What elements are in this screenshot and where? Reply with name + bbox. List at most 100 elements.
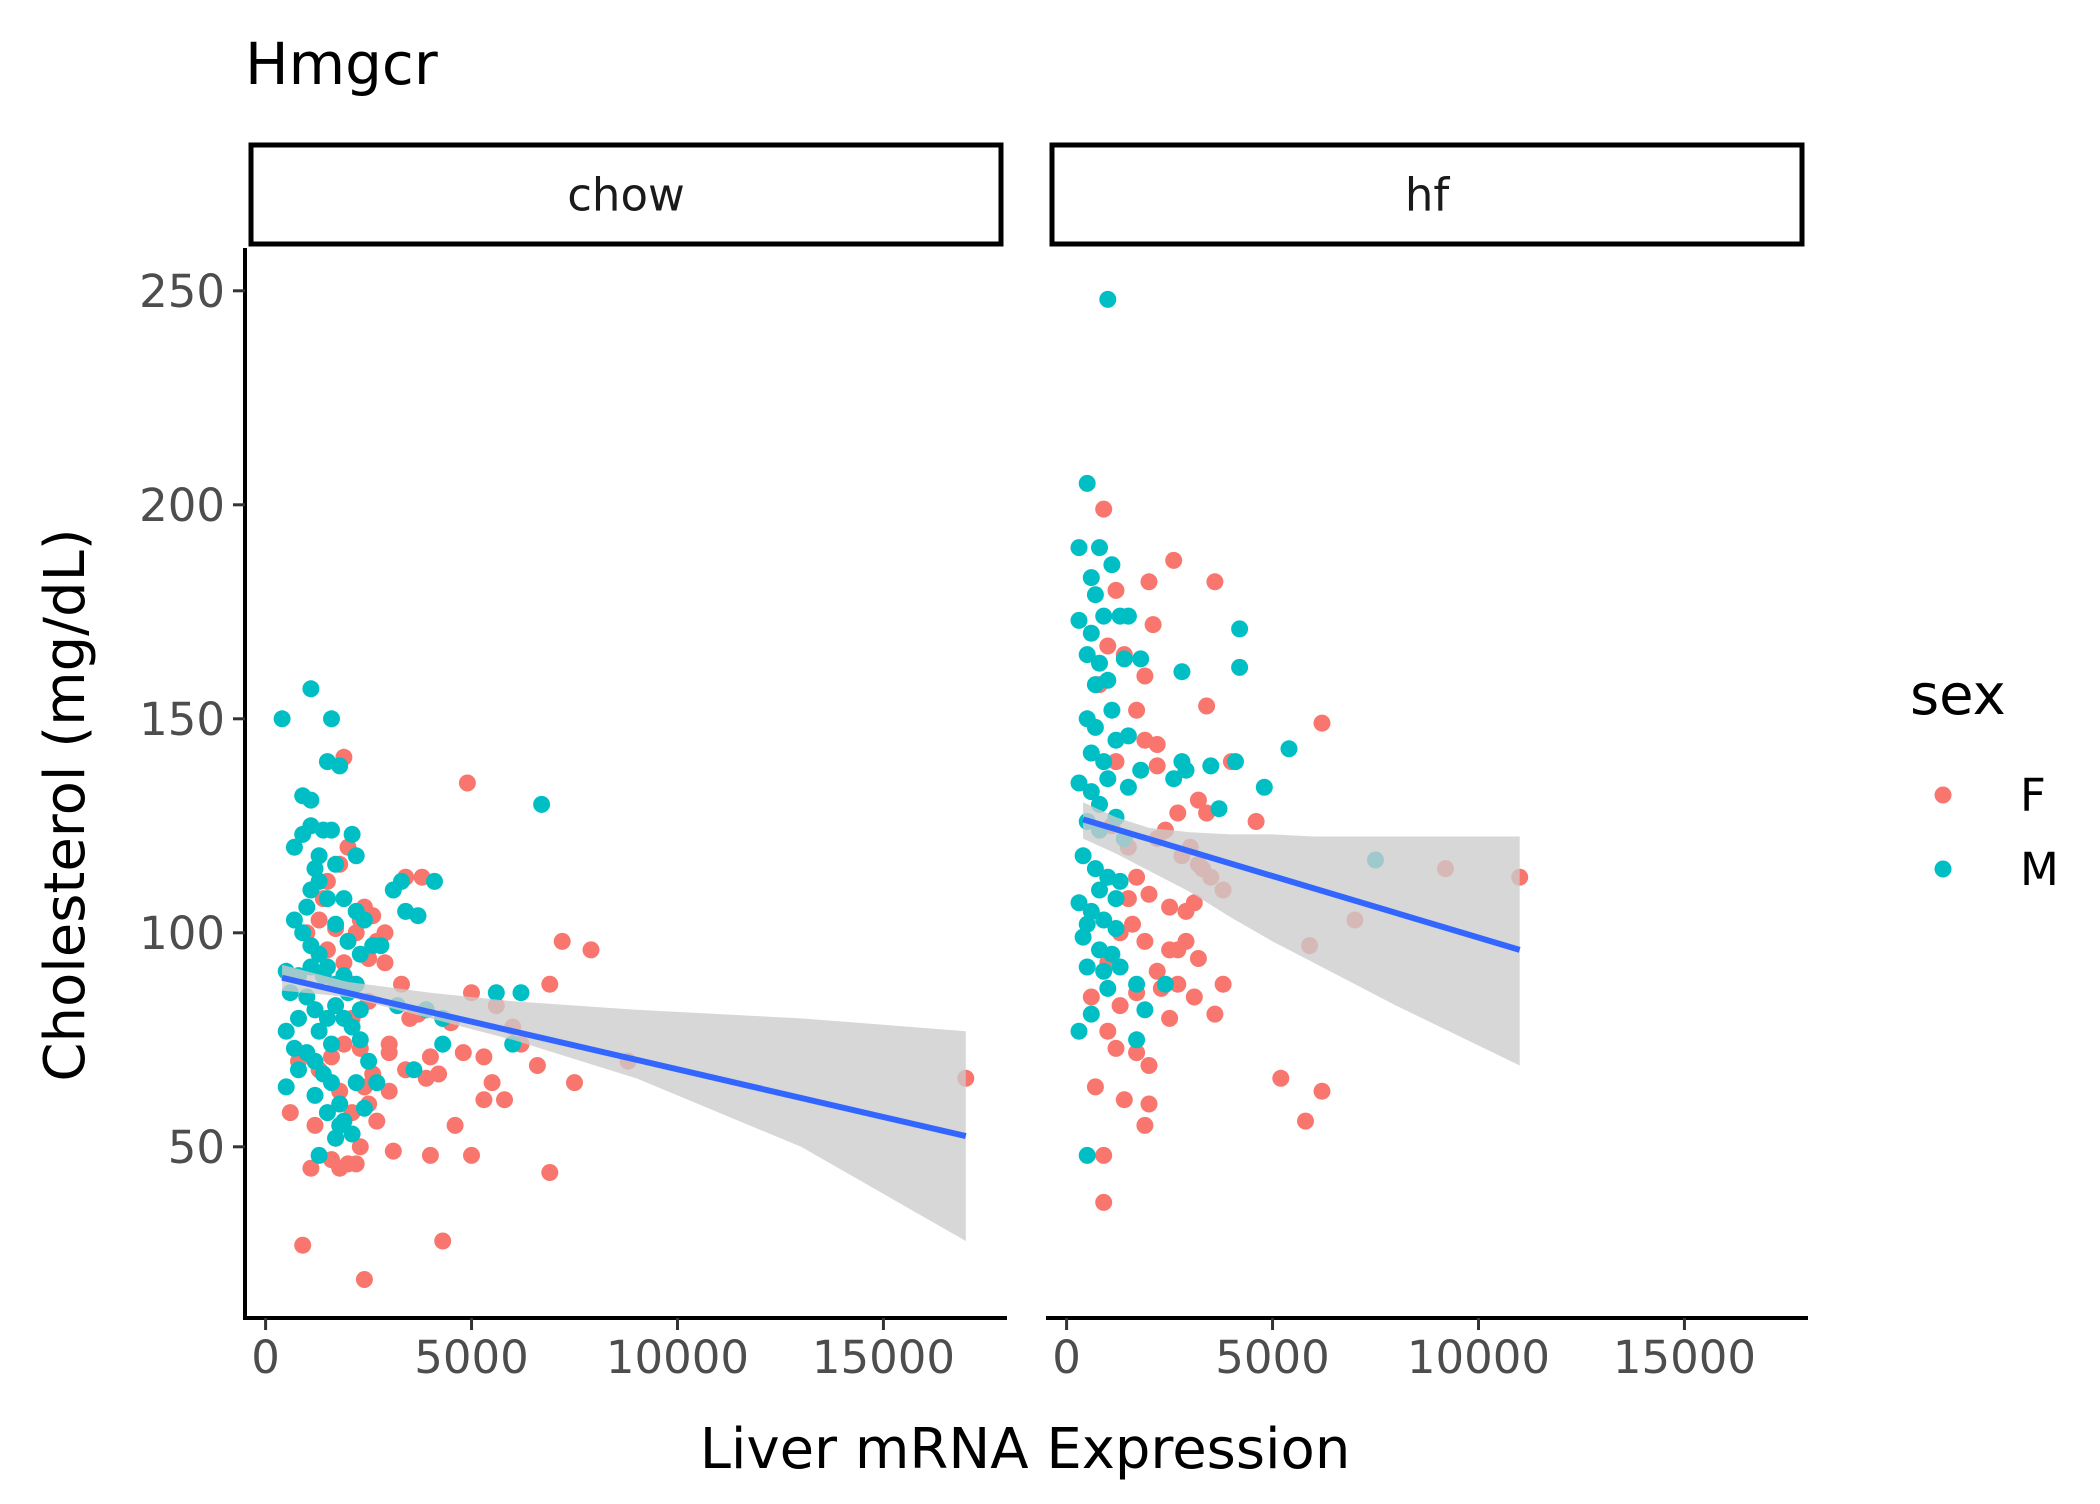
data-point [1165, 770, 1183, 788]
data-point [306, 860, 324, 878]
data-point [323, 1074, 340, 1092]
y-tick-label: 250 [139, 265, 225, 318]
data-point [1082, 624, 1100, 642]
legend-title: sex [1910, 663, 2006, 728]
data-point [1115, 650, 1133, 668]
data-point [1095, 962, 1113, 980]
data-point [331, 757, 349, 775]
data-point [298, 898, 316, 916]
data-point [1111, 872, 1129, 890]
data-point [1099, 770, 1117, 788]
data-point [360, 1052, 378, 1070]
x-tick-label: 0 [1052, 1331, 1081, 1384]
data-point [1078, 474, 1096, 492]
data-point [1136, 932, 1154, 950]
data-point [1086, 586, 1104, 604]
data-point [1210, 800, 1228, 818]
data-point [327, 855, 345, 873]
data-point [380, 1044, 398, 1062]
data-point [277, 1078, 295, 1096]
data-point [1140, 1095, 1158, 1113]
legend-key-F [1934, 786, 1952, 804]
data-point [1136, 1001, 1154, 1019]
data-point [1161, 898, 1179, 916]
data-point [430, 1065, 448, 1083]
chart-title: Hmgcr [245, 30, 438, 98]
data-point [1070, 1022, 1088, 1040]
data-point [397, 902, 415, 920]
data-point [285, 911, 303, 929]
data-point [351, 1138, 369, 1156]
x-tick-label: 5000 [414, 1331, 529, 1384]
data-point [1177, 761, 1195, 779]
data-point [553, 932, 571, 950]
data-point [1091, 654, 1108, 672]
data-point [1140, 885, 1158, 903]
data-point [1247, 813, 1265, 830]
data-point [1132, 761, 1150, 779]
data-point [1070, 611, 1088, 629]
confidence-ribbon [282, 964, 966, 1241]
data-point [285, 838, 303, 856]
data-point [323, 1048, 340, 1066]
facet-strip [1049, 142, 1805, 247]
data-point [1082, 569, 1100, 587]
data-point [1231, 658, 1249, 676]
legend-label-F: F [2020, 769, 2046, 822]
data-point [1082, 1005, 1100, 1023]
data-point [368, 1074, 386, 1092]
data-point [1078, 646, 1096, 664]
legend-label-M: M [2020, 843, 2059, 896]
data-point [323, 1035, 340, 1053]
data-point [368, 1112, 386, 1130]
facet-strip [248, 142, 1004, 247]
data-point [327, 1129, 345, 1147]
y-tick-label: 150 [139, 693, 225, 746]
data-point [339, 1155, 357, 1173]
data-point [1128, 1031, 1146, 1049]
data-point [1070, 774, 1088, 792]
x-tick-label: 15000 [812, 1331, 955, 1384]
data-point [302, 1159, 320, 1177]
panel-hf: hf 0 5000 10000 15000 [1046, 142, 1808, 1384]
data-point [1082, 902, 1100, 920]
y-tick-label: 50 [168, 1121, 225, 1174]
data-point [347, 1074, 365, 1092]
data-point [1111, 997, 1129, 1015]
data-point [1169, 975, 1187, 993]
data-point [1074, 928, 1092, 946]
panels: chow 0 5000 10000 15000 hf 0 5000 10000 15000 [245, 142, 1808, 1384]
data-point [306, 1116, 324, 1134]
data-point [1161, 941, 1179, 959]
data-point [483, 1074, 501, 1092]
data-point [454, 1044, 472, 1062]
panel-chow: chow 0 5000 10000 15000 [245, 142, 1007, 1384]
data-point [1185, 894, 1203, 912]
data-point [310, 847, 328, 865]
data-point [446, 1116, 464, 1134]
data-point [1227, 753, 1244, 771]
data-point [1070, 539, 1088, 557]
data-point [294, 924, 312, 942]
data-point [458, 774, 476, 792]
data-point [347, 847, 365, 865]
legend-key-M [1934, 860, 1952, 878]
data-point [1202, 757, 1220, 775]
data-point [1107, 581, 1125, 599]
data-point [1095, 911, 1113, 929]
data-point [1119, 727, 1137, 745]
data-point [1148, 736, 1166, 753]
data-point [1107, 890, 1125, 908]
facet-strip-label: chow [567, 169, 685, 222]
data-point [1095, 1146, 1113, 1164]
data-point [323, 710, 340, 728]
data-point [310, 1022, 328, 1040]
data-point [290, 1009, 307, 1027]
data-point [318, 1104, 336, 1122]
data-point [1136, 667, 1154, 685]
data-point [434, 1035, 452, 1053]
regression-line [1082, 816, 1521, 953]
data-point [1198, 697, 1216, 715]
data-point [1107, 920, 1125, 937]
